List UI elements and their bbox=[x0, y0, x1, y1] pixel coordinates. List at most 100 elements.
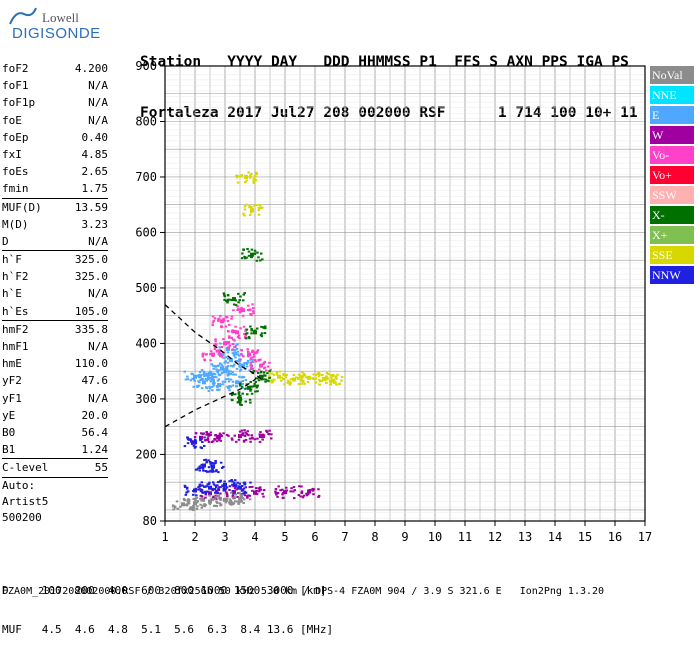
data-point-cluster bbox=[211, 376, 214, 379]
data-point-cluster bbox=[226, 369, 230, 372]
data-point-cluster bbox=[217, 352, 221, 355]
x-tick-label: 10 bbox=[428, 530, 442, 544]
data-point-cluster bbox=[227, 335, 231, 338]
data-point-cluster bbox=[198, 488, 202, 491]
y-tick-label: 400 bbox=[135, 336, 157, 350]
data-point-cluster bbox=[214, 340, 217, 343]
data-point-cluster bbox=[187, 501, 190, 504]
data-point-cluster bbox=[251, 489, 254, 492]
data-point-cluster bbox=[286, 379, 290, 382]
data-point-cluster bbox=[214, 343, 217, 346]
data-point-cluster bbox=[198, 469, 201, 472]
data-point-cluster bbox=[242, 487, 246, 490]
data-point-cluster bbox=[292, 490, 295, 493]
data-point-cluster bbox=[249, 205, 253, 208]
data-point-cluster bbox=[195, 468, 199, 471]
data-point-cluster bbox=[215, 489, 219, 492]
legend-item: NNE bbox=[650, 86, 694, 104]
data-point-cluster bbox=[214, 495, 217, 498]
data-point-cluster bbox=[236, 335, 240, 338]
data-point-cluster bbox=[283, 373, 286, 376]
data-point-cluster bbox=[250, 332, 253, 335]
data-point-cluster bbox=[230, 394, 234, 397]
param-value: 325.0 bbox=[74, 270, 108, 284]
data-point-cluster bbox=[258, 433, 262, 436]
data-point-cluster bbox=[258, 490, 261, 493]
data-point-cluster bbox=[208, 494, 211, 497]
data-point-cluster bbox=[255, 259, 259, 262]
data-point-cluster bbox=[230, 298, 234, 301]
data-point-cluster bbox=[218, 346, 221, 349]
param-row: foEs 2.65 bbox=[2, 163, 108, 180]
data-point-cluster bbox=[207, 432, 211, 435]
data-point-cluster bbox=[186, 378, 190, 381]
data-point-cluster bbox=[255, 171, 258, 174]
param-row: B1 1.24 bbox=[2, 441, 108, 458]
data-point-cluster bbox=[240, 489, 244, 492]
data-point-cluster bbox=[207, 434, 210, 437]
data-point-cluster bbox=[205, 374, 208, 377]
data-point-cluster bbox=[189, 379, 193, 382]
data-point-cluster bbox=[226, 298, 230, 301]
data-point-cluster bbox=[230, 329, 234, 332]
data-point-cluster bbox=[217, 488, 221, 491]
muf-row: MUF 4.5 4.6 4.8 5.1 5.6 6.3 8.4 13.6 [MH… bbox=[2, 623, 334, 636]
data-point-cluster bbox=[219, 503, 223, 506]
data-point-cluster bbox=[216, 386, 219, 389]
data-point-cluster bbox=[252, 182, 256, 185]
data-point-cluster bbox=[214, 461, 217, 464]
data-point bbox=[259, 374, 263, 379]
data-point-cluster bbox=[243, 483, 246, 486]
data-point-cluster bbox=[234, 485, 238, 488]
data-point-cluster bbox=[318, 378, 321, 381]
data-point-cluster bbox=[249, 389, 252, 392]
legend-item: Vo+ bbox=[650, 166, 694, 184]
data-point-cluster bbox=[194, 432, 198, 435]
data-point-cluster bbox=[269, 380, 272, 383]
param-key: C-level bbox=[2, 461, 49, 475]
data-point-cluster bbox=[292, 486, 296, 489]
data-point-cluster bbox=[217, 471, 220, 474]
data-point-cluster bbox=[231, 371, 234, 374]
data-point-cluster bbox=[256, 371, 260, 374]
data-point-cluster bbox=[263, 374, 266, 377]
data-point-cluster bbox=[243, 335, 247, 338]
data-point-cluster bbox=[183, 484, 187, 487]
data-point-cluster bbox=[226, 342, 230, 345]
data-point-cluster bbox=[201, 504, 205, 507]
data-point-cluster bbox=[306, 381, 310, 384]
data-point-cluster bbox=[279, 379, 283, 382]
data-point-cluster bbox=[245, 387, 249, 390]
data-point-cluster bbox=[197, 467, 200, 470]
data-point-cluster bbox=[253, 438, 257, 441]
data-point-cluster bbox=[186, 375, 189, 378]
data-point-cluster bbox=[199, 432, 203, 435]
data-point-cluster bbox=[223, 483, 226, 486]
param-row: M(D) 3.23 bbox=[2, 216, 108, 233]
data-point-cluster bbox=[246, 350, 250, 353]
data-point-cluster bbox=[244, 334, 248, 337]
data-point-cluster bbox=[207, 376, 210, 379]
data-point-cluster bbox=[200, 369, 204, 372]
data-point-cluster bbox=[270, 372, 274, 375]
data-point-cluster bbox=[191, 493, 195, 496]
data-point-cluster bbox=[209, 370, 212, 373]
data-point-cluster bbox=[251, 303, 254, 306]
data-point-cluster bbox=[237, 485, 241, 488]
data-point-cluster bbox=[302, 372, 306, 375]
data-point-cluster bbox=[195, 496, 199, 499]
data-point bbox=[208, 499, 212, 504]
data-point-cluster bbox=[233, 487, 237, 490]
data-point-cluster bbox=[227, 341, 231, 344]
data-point-cluster bbox=[238, 337, 241, 340]
data-point-cluster bbox=[240, 349, 243, 352]
data-point-cluster bbox=[232, 373, 235, 376]
data-point-cluster bbox=[297, 382, 301, 385]
data-point-cluster bbox=[214, 491, 217, 494]
divider bbox=[2, 319, 108, 321]
data-point-cluster bbox=[259, 207, 262, 210]
data-point-cluster bbox=[203, 436, 206, 439]
data-point-cluster bbox=[257, 256, 260, 259]
data-point-cluster bbox=[244, 486, 248, 489]
data-point-cluster bbox=[225, 491, 228, 494]
